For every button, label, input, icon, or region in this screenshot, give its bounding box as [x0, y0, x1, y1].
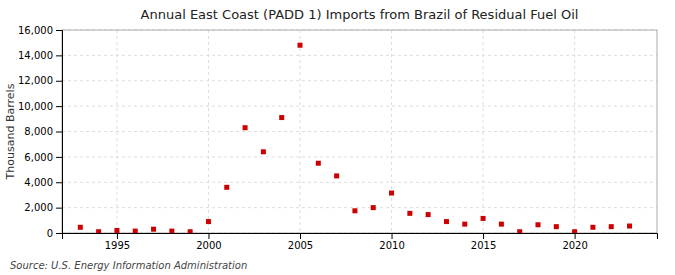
point [261, 149, 266, 154]
y-tick-label: 2,000 [24, 202, 53, 213]
point [590, 225, 595, 230]
x-grid-line [300, 30, 301, 233]
plot-area: 1995 2000 2005 2010 2015 2020 0 2,000 4,000 6,000… [18, 25, 658, 251]
chart-container: 1995 2000 2005 2010 2015 2020 0 2,000 4,000 6,000… [0, 0, 675, 275]
y-grid-line [62, 131, 657, 132]
point [133, 229, 138, 233]
plot-frame [62, 30, 657, 233]
y-grid-line [62, 55, 657, 56]
y-tick-mark [56, 30, 62, 31]
point [554, 224, 559, 229]
title: Annual East Coast (PADD 1) Imports from … [141, 7, 579, 22]
point [243, 125, 248, 130]
x-tick-label: 2010 [379, 240, 404, 251]
point [151, 227, 156, 232]
x-grid-line [391, 30, 392, 233]
y-tick-label: 4,000 [24, 177, 53, 188]
point [517, 229, 522, 233]
x-axis: 1995 2000 2005 2010 2015 2020 [63, 233, 658, 251]
x-tick-label: 2015 [471, 240, 496, 251]
y-tick-label: 8,000 [24, 126, 53, 137]
point [389, 191, 394, 196]
point [572, 229, 577, 233]
y-tick-label: 14,000 [18, 50, 53, 61]
y-tick-label: 12,000 [18, 75, 53, 86]
point [426, 212, 431, 217]
y-tick-label: 0 [47, 228, 53, 239]
point [462, 222, 467, 227]
point [536, 222, 541, 227]
x-tick-mark [208, 233, 209, 239]
x-tick-label: 2020 [562, 240, 587, 251]
y-tick-mark [56, 132, 62, 133]
x-tick: 2010 [379, 233, 404, 251]
y-tick: 10,000 [18, 101, 62, 112]
x-tick-label: 2005 [288, 240, 313, 251]
y-tick: 6,000 [24, 152, 62, 163]
x-tick: 2020 [562, 233, 587, 251]
x-tick-mark [300, 233, 301, 239]
point [352, 208, 357, 213]
y-tick: 8,000 [24, 126, 62, 137]
point [371, 205, 376, 210]
point [298, 43, 303, 48]
y-axis: 0 2,000 4,000 6,000 8,000 10,000 12,000 14,000 1… [18, 25, 63, 239]
y-grid-line [62, 106, 657, 107]
y-axis-label: Thousand Barrels [4, 83, 17, 180]
point [407, 211, 412, 216]
x-tick-mark [117, 233, 118, 239]
y-tick-label: 16,000 [18, 25, 53, 36]
point [444, 219, 449, 224]
y-tick: 16,000 [18, 25, 62, 36]
y-tick-mark [56, 233, 62, 234]
y-tick: 2,000 [24, 202, 62, 213]
x-tick: 2015 [471, 233, 496, 251]
point [334, 173, 339, 178]
x-tick: 1995 [105, 233, 130, 251]
point [169, 229, 174, 233]
y-tick: 14,000 [18, 50, 62, 61]
point [316, 161, 321, 166]
x-tick: 2000 [196, 233, 221, 251]
x-tick-label: 1995 [105, 240, 130, 251]
x-tick-mark [483, 233, 484, 239]
x-tick: 2005 [288, 233, 313, 251]
y-grid-line [62, 80, 657, 81]
x-tick-mark [392, 233, 393, 239]
x-tick-label: 2000 [196, 240, 221, 251]
y-axis-line [56, 31, 63, 234]
point [114, 228, 119, 233]
y-tick-label: 6,000 [24, 152, 53, 163]
point [609, 224, 614, 229]
x-axis-line [63, 234, 658, 240]
y-tick-mark [56, 157, 62, 158]
points [78, 43, 632, 233]
y-grid-line [62, 156, 657, 157]
y-tick-mark [56, 106, 62, 107]
point [627, 224, 632, 229]
y-tick-mark [56, 182, 62, 183]
y-grid-line [62, 182, 657, 183]
y-tick-mark [56, 208, 62, 209]
y-tick: 4,000 [24, 177, 62, 188]
point [206, 219, 211, 224]
point [78, 225, 83, 230]
y-tick: 12,000 [18, 75, 62, 86]
point [96, 229, 101, 233]
point [279, 115, 284, 120]
y-tick-mark [56, 55, 62, 56]
y-grid-line [62, 207, 657, 208]
point [499, 222, 504, 227]
y-tick-label: 10,000 [18, 101, 53, 112]
y-tick-mark [56, 81, 62, 82]
source-note: Source: U.S. Energy Information Administ… [10, 260, 247, 271]
point [224, 185, 229, 190]
chart-svg: 1995 2000 2005 2010 2015 2020 0 2,000 4,000 6,000… [0, 0, 675, 275]
x-tick-mark [575, 233, 576, 239]
point [188, 229, 193, 233]
y-tick: 0 [47, 228, 62, 239]
grid [62, 30, 657, 233]
point [481, 216, 486, 221]
